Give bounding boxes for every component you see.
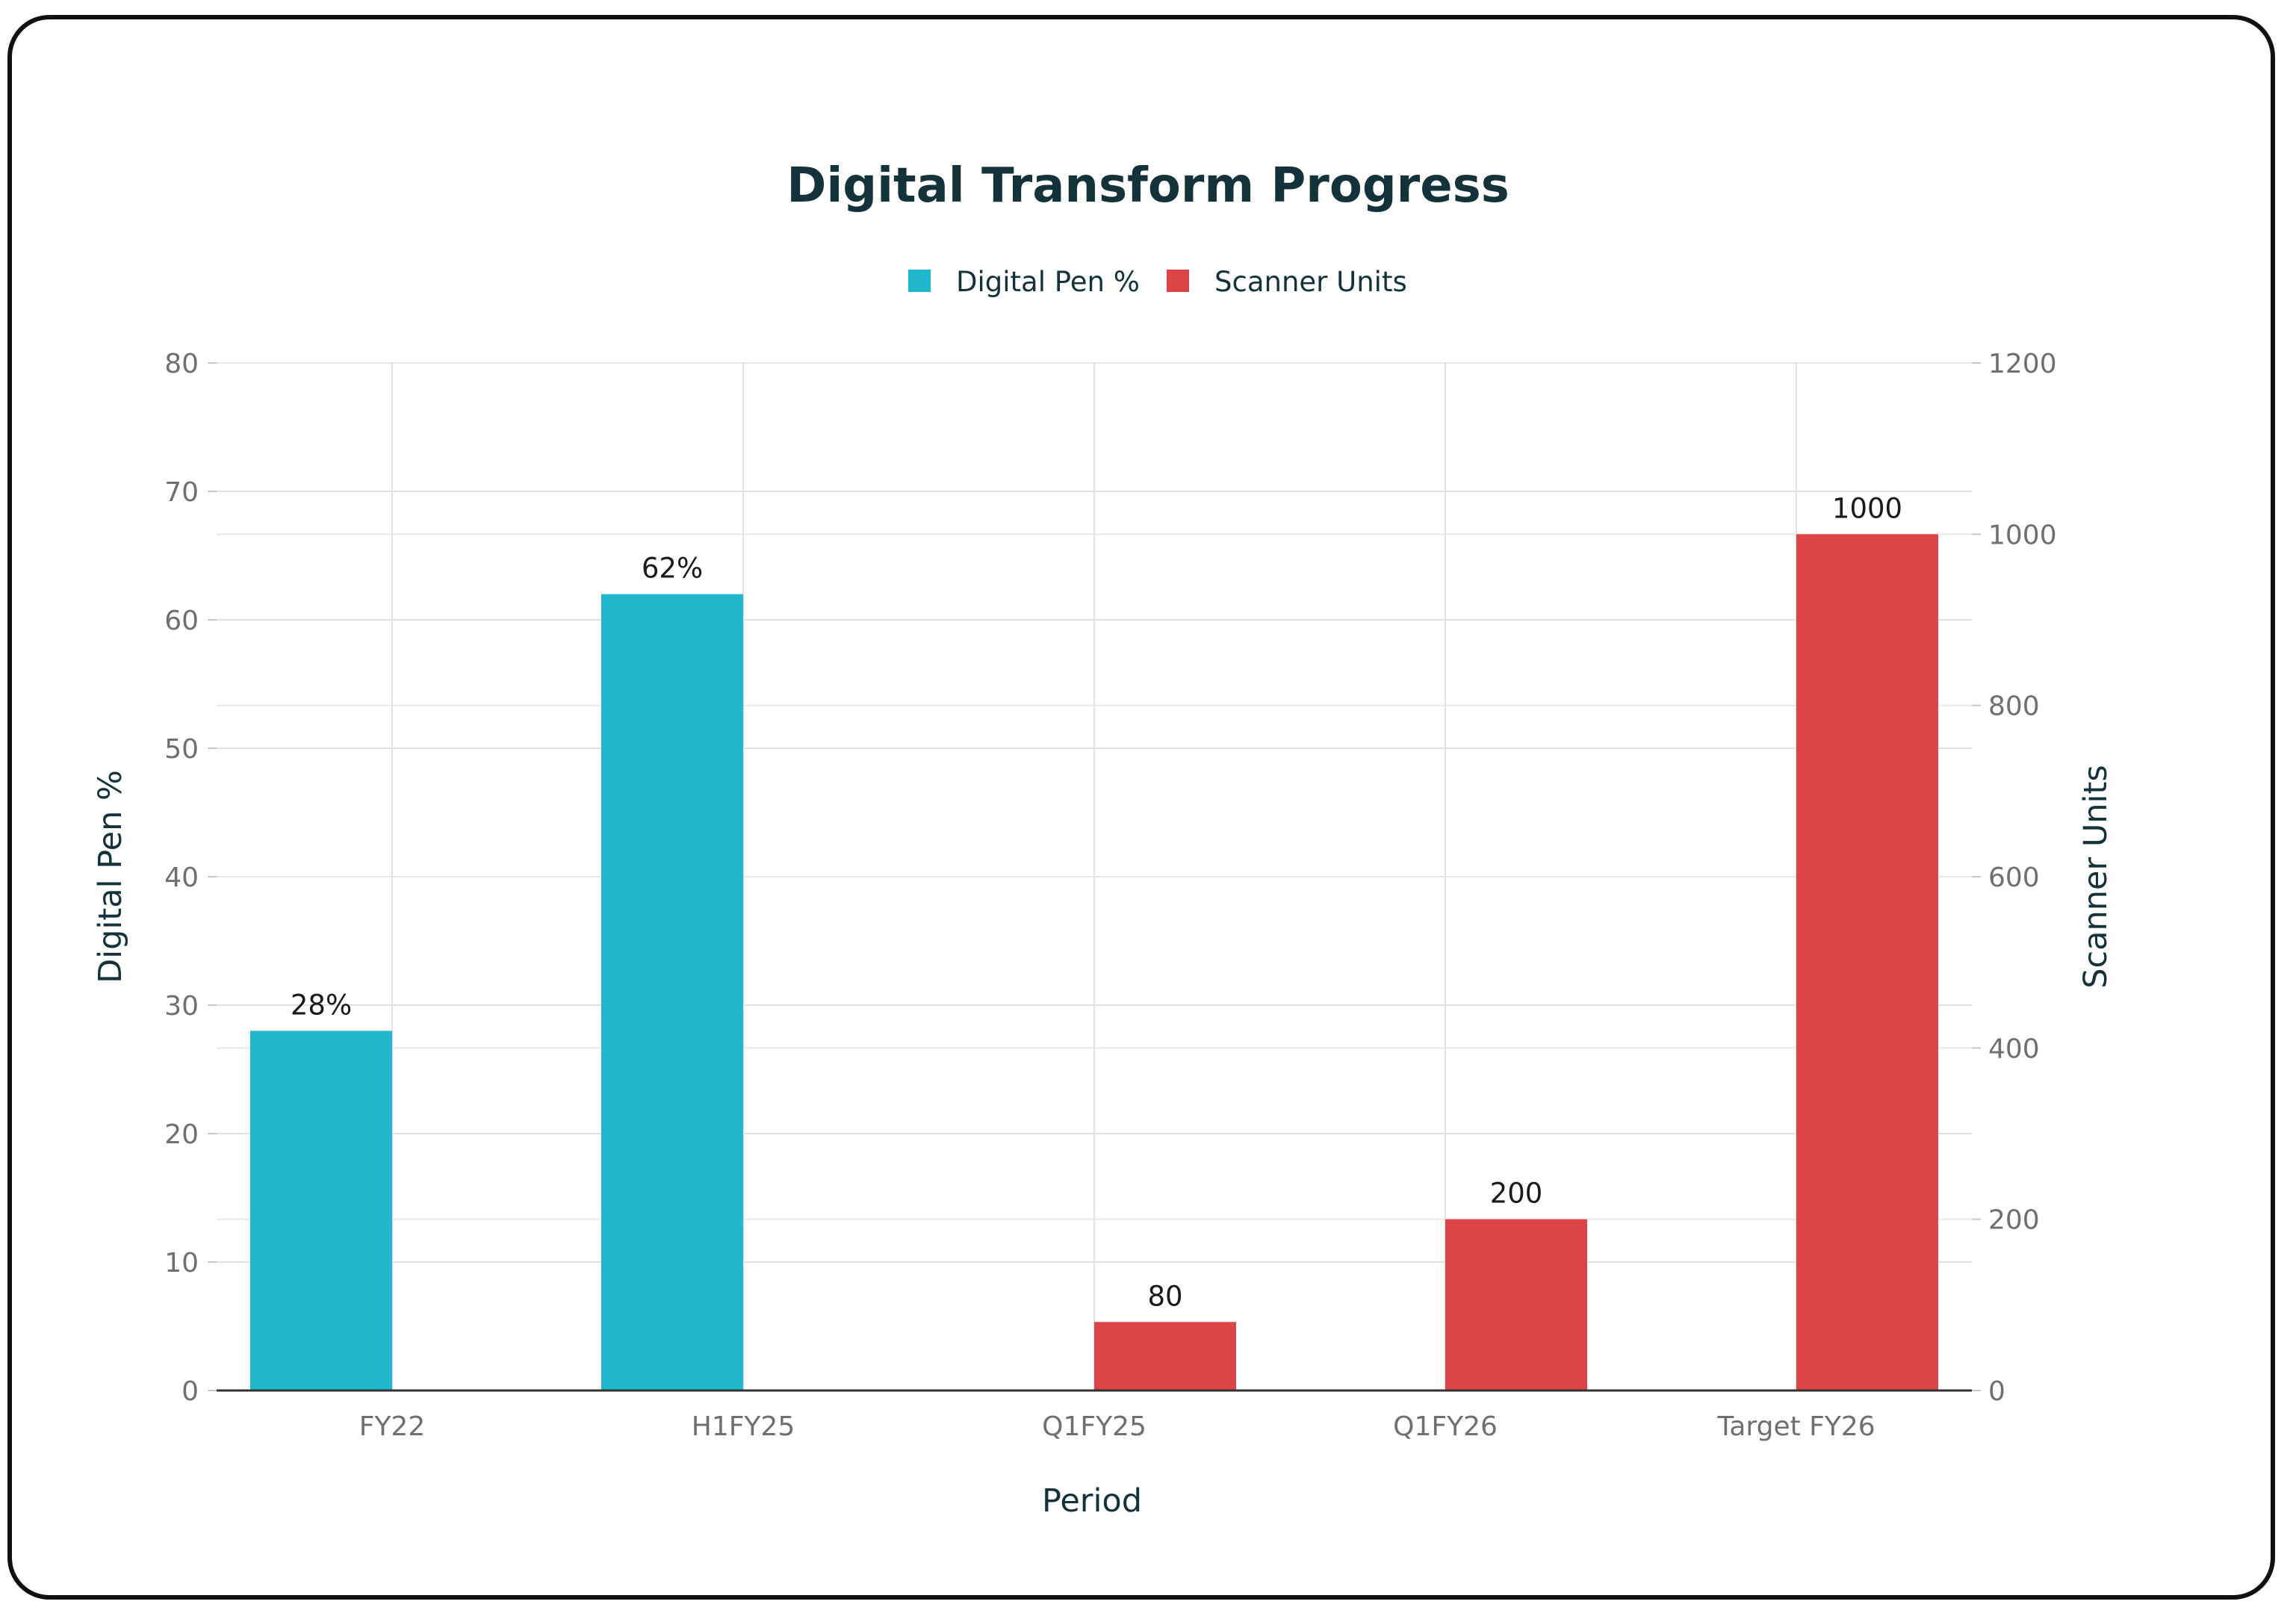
legend-label-scanner-units: Scanner Units bbox=[1214, 266, 1407, 298]
bar-digital-pen-0 bbox=[250, 1031, 392, 1390]
bar-scanner-units-4 bbox=[1796, 534, 1938, 1391]
y-tick-label: 0 bbox=[181, 1376, 199, 1407]
data-label: 80 bbox=[1147, 1280, 1182, 1312]
x-tick-label: H1FY25 bbox=[692, 1411, 795, 1442]
y-axis-title: Digital Pen % bbox=[92, 770, 129, 983]
y2-tick-label: 200 bbox=[1988, 1205, 2040, 1236]
y-tick-label: 40 bbox=[164, 863, 199, 893]
legend-swatch-scanner-units bbox=[1167, 270, 1189, 292]
y-tick-label: 10 bbox=[164, 1248, 199, 1278]
y2-tick-label: 1200 bbox=[1988, 349, 2057, 379]
x-tick-label: FY22 bbox=[359, 1411, 426, 1442]
y2-tick-label: 800 bbox=[1988, 692, 2040, 722]
legend-swatch-digital-pen bbox=[908, 270, 931, 292]
y-tick-label: 80 bbox=[164, 349, 199, 379]
data-label: 28% bbox=[291, 989, 352, 1021]
x-tick-label: Q1FY25 bbox=[1042, 1411, 1147, 1442]
y2-tick-label: 1000 bbox=[1988, 520, 2057, 550]
y2-tick-label: 0 bbox=[1988, 1376, 2005, 1407]
y-tick-label: 30 bbox=[164, 991, 199, 1022]
x-tick-label: Q1FY26 bbox=[1393, 1411, 1498, 1442]
bar-scanner-units-3 bbox=[1445, 1219, 1587, 1390]
y-tick-label: 50 bbox=[164, 734, 199, 765]
y2-tick-label: 600 bbox=[1988, 863, 2040, 893]
data-label: 1000 bbox=[1832, 492, 1902, 524]
bar-digital-pen-1 bbox=[601, 594, 743, 1390]
data-label: 200 bbox=[1490, 1178, 1543, 1210]
x-tick-label: Target FY26 bbox=[1716, 1411, 1875, 1442]
legend: Digital Pen % Scanner Units bbox=[908, 266, 1407, 298]
data-label: 62% bbox=[642, 553, 703, 585]
data-labels: 28% 62% 80 200 1000 bbox=[291, 492, 1902, 1312]
axes: 01020304050607080020040060080010001200FY… bbox=[164, 349, 2056, 1442]
bars bbox=[250, 534, 1938, 1391]
legend-label-digital-pen: Digital Pen % bbox=[956, 266, 1140, 298]
x-axis-title: Period bbox=[1042, 1482, 1142, 1520]
y2-axis-title: Scanner Units bbox=[2077, 765, 2115, 989]
y2-tick-label: 400 bbox=[1988, 1034, 2040, 1064]
bar-scanner-units-2 bbox=[1094, 1322, 1236, 1390]
y-tick-label: 20 bbox=[164, 1119, 199, 1150]
y-tick-label: 70 bbox=[164, 477, 199, 508]
grid-lines bbox=[217, 362, 1972, 1390]
y-tick-label: 60 bbox=[164, 606, 199, 636]
chart-title: Digital Transform Progress bbox=[786, 158, 1510, 214]
